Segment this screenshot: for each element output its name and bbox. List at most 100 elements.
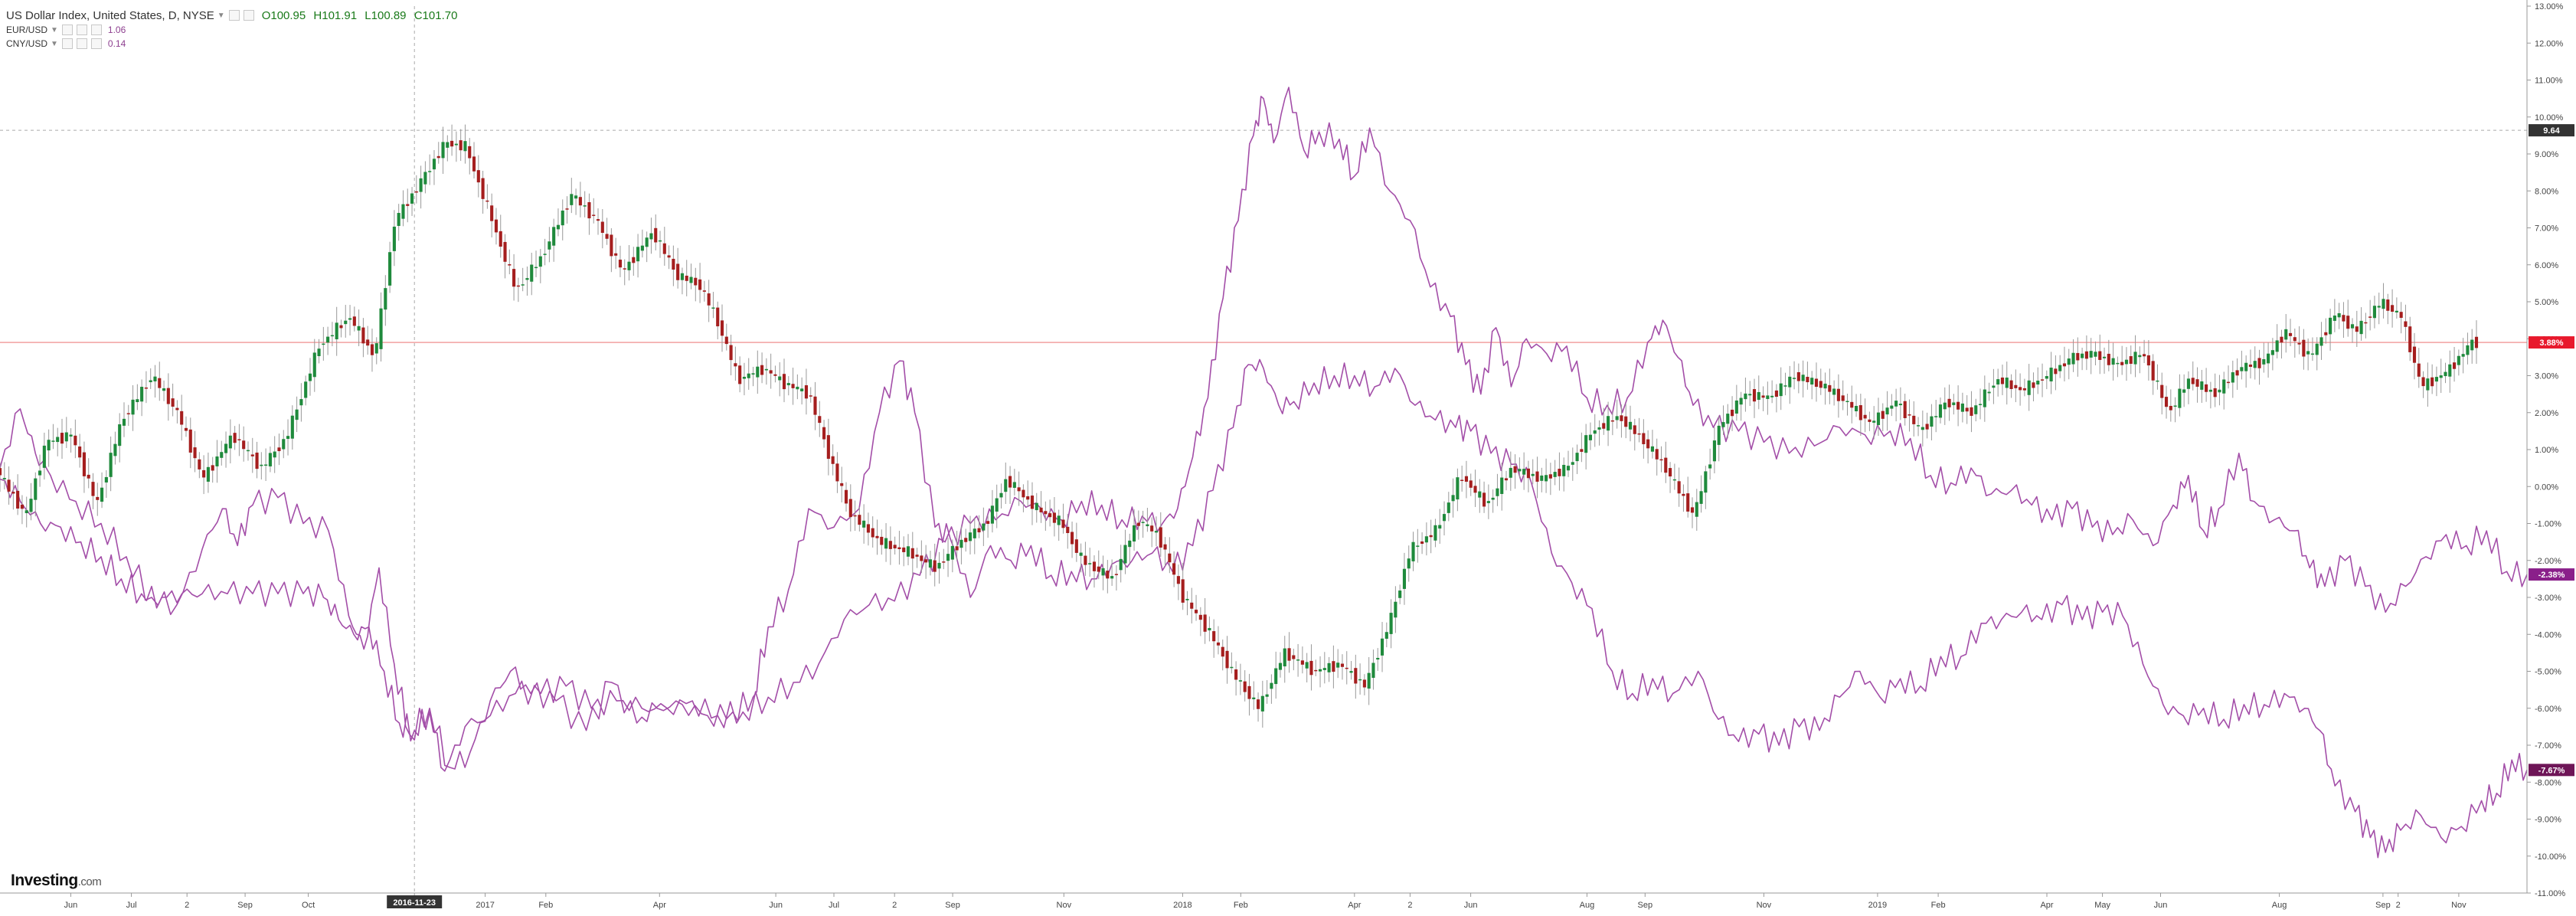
candle-body [1708, 464, 1712, 469]
candle-body [893, 545, 897, 549]
candle-body [800, 388, 804, 391]
candle-body [2084, 351, 2088, 359]
candle-body [60, 433, 64, 444]
candle-body [1088, 563, 1092, 564]
settings-icon[interactable] [76, 25, 87, 35]
candle-body [2253, 361, 2257, 368]
candle-body [490, 205, 494, 221]
candle-body [401, 204, 405, 219]
candle-body [1022, 489, 1025, 498]
candle-body [844, 489, 848, 504]
candle-body [1633, 425, 1636, 434]
chevron-down-icon[interactable]: ▼ [51, 25, 58, 34]
candle-body [1677, 481, 1681, 494]
candle-body [202, 469, 206, 478]
candle-body [2040, 379, 2045, 381]
candle-body [188, 429, 192, 453]
candle-body [2009, 380, 2013, 389]
chevron-down-icon[interactable]: ▼ [51, 39, 58, 48]
candlestick-series [0, 124, 2479, 728]
candle-body [862, 520, 866, 528]
candle-body [1349, 671, 1353, 673]
candle-body [871, 528, 874, 538]
candle-body [2036, 381, 2040, 385]
series-name[interactable]: EUR/USD [6, 25, 48, 35]
candle-body [866, 524, 870, 533]
y-tick-label: -9.00% [2535, 816, 2561, 825]
candle-body [1079, 552, 1083, 556]
candle-body [374, 343, 378, 354]
candle-body [1074, 539, 1078, 553]
candle-body [1456, 477, 1460, 500]
candle-body [1957, 401, 1960, 410]
candle-body [2218, 389, 2221, 393]
candle-body [423, 172, 427, 185]
candle-body [538, 256, 542, 267]
candle-body [831, 456, 835, 464]
remove-series-icon[interactable] [90, 25, 102, 35]
candle-body [1695, 502, 1698, 517]
candle-body [649, 233, 653, 240]
candle-body [2014, 384, 2018, 388]
candle-body [1731, 409, 1734, 417]
remove-series-icon[interactable] [90, 38, 102, 49]
x-tick-label: 2 [185, 901, 189, 910]
candle-body [352, 316, 356, 326]
candle-body [1398, 590, 1402, 598]
candle-body [171, 398, 175, 407]
settings-icon[interactable] [243, 10, 254, 21]
candle-body [1783, 385, 1787, 387]
candle-body [215, 456, 219, 466]
candle-body [1757, 391, 1760, 401]
candle-body [175, 407, 179, 411]
y-tick-label: 9.00% [2535, 150, 2558, 159]
investing-logo[interactable]: Investing.com [11, 872, 102, 890]
y-tick-label: 11.00% [2535, 77, 2563, 86]
candle-body [600, 221, 604, 234]
candle-body [822, 427, 826, 440]
candle-body [1602, 423, 1606, 429]
candle-body [530, 264, 534, 282]
candle-body [1354, 668, 1358, 684]
candle-body [880, 536, 884, 545]
candle-body [264, 464, 268, 466]
candle-body [1836, 388, 1840, 401]
candle-body [100, 487, 104, 502]
visibility-toggle-icon[interactable] [228, 10, 240, 21]
visibility-toggle-icon[interactable] [61, 38, 73, 49]
main-series-title[interactable]: US Dollar Index, United States, D, NYSE [6, 8, 214, 22]
crosshair-date-label: 2016-11-23 [393, 898, 436, 908]
candle-body [1004, 479, 1008, 492]
candle-body [614, 253, 618, 256]
candle-body [1779, 383, 1783, 397]
candle-body [153, 376, 157, 381]
candle-body [2280, 336, 2283, 343]
legend-main-row: US Dollar Index, United States, D, NYSE … [6, 8, 462, 23]
candle-body [1150, 525, 1154, 532]
candle-body [1987, 391, 1991, 394]
candle-body [875, 535, 879, 538]
candle-body [312, 352, 316, 378]
series-name[interactable]: CNY/USD [6, 38, 48, 49]
candle-body [1026, 496, 1030, 500]
x-tick-label: Sep [1638, 901, 1653, 910]
candle-body [1097, 566, 1100, 572]
candle-body [1203, 614, 1207, 632]
high-value: H101.91 [313, 8, 358, 22]
candle-body [1287, 648, 1291, 661]
candle-body [1669, 468, 1672, 477]
candle-body [282, 439, 286, 450]
candle-body [20, 504, 24, 509]
candle-body [96, 496, 100, 500]
x-tick-label: Feb [538, 901, 553, 910]
chevron-down-icon[interactable]: ▼ [217, 11, 225, 20]
candle-body [2164, 397, 2169, 407]
visibility-toggle-icon[interactable] [61, 25, 73, 35]
settings-icon[interactable] [76, 38, 87, 49]
y-tick-label: -8.00% [2535, 778, 2561, 787]
candle-body [964, 538, 968, 542]
candle-body [1119, 558, 1123, 571]
candle-body [1376, 658, 1380, 660]
candle-body [397, 213, 400, 226]
